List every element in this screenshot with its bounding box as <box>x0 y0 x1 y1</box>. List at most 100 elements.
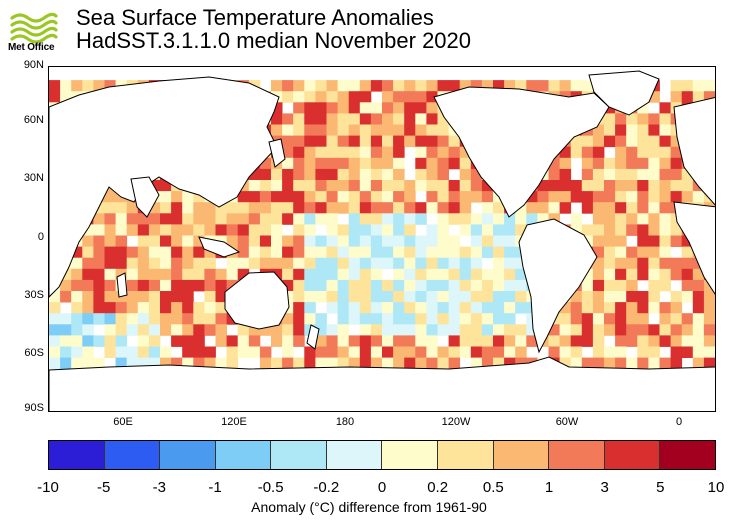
grid-cell <box>348 257 361 270</box>
grid-cell <box>348 357 361 370</box>
grid-cell <box>126 213 139 225</box>
grid-cell <box>570 324 583 336</box>
grid-cell <box>448 80 461 92</box>
grid-cell <box>326 146 338 159</box>
grid-cell <box>470 191 483 203</box>
grid-cell <box>115 335 128 347</box>
grid-cell <box>337 324 350 336</box>
grid-cell <box>171 335 183 347</box>
grid-cell <box>393 302 405 314</box>
grid-cell <box>448 213 461 225</box>
grid-cell <box>348 102 361 114</box>
grid-cell <box>104 235 116 247</box>
grid-cell <box>393 157 405 170</box>
new-zealand <box>306 324 320 350</box>
grid-cell <box>237 224 250 236</box>
grid-cell <box>426 246 438 259</box>
grid-cell <box>548 346 560 358</box>
grid-cell <box>637 168 649 181</box>
grid-cell <box>337 235 350 247</box>
grid-cell <box>160 357 172 370</box>
eurasia-africa <box>49 76 280 298</box>
grid-cell <box>515 335 527 347</box>
grid-cell <box>326 224 338 236</box>
grid-cell <box>248 168 261 181</box>
grid-cell <box>648 257 660 270</box>
grid-cell <box>570 135 583 148</box>
grid-cell <box>648 157 660 170</box>
grid-cell <box>592 213 605 225</box>
grid-cell <box>570 357 583 370</box>
grid-cell <box>282 146 294 159</box>
grid-cell <box>470 268 483 281</box>
grid-cell <box>315 168 327 181</box>
grid-cell <box>648 180 660 192</box>
grid-cell <box>282 335 294 347</box>
grid-cell <box>215 335 227 347</box>
grid-cell <box>193 246 205 259</box>
grid-cell <box>459 213 472 225</box>
grid-cell <box>659 224 671 236</box>
grid-cell <box>293 146 305 159</box>
grid-cell <box>271 257 283 270</box>
grid-cell <box>204 202 216 214</box>
grid-cell <box>626 224 638 236</box>
grid-cell <box>415 202 427 214</box>
grid-cell <box>148 235 161 247</box>
color-tick-label-9: 1 <box>544 479 554 496</box>
grid-cell <box>215 291 227 303</box>
grid-cell <box>415 102 427 114</box>
grid-cell <box>49 313 61 325</box>
grid-cell <box>382 102 394 114</box>
grid-cell <box>393 191 405 203</box>
grid-cell <box>82 313 94 325</box>
grid-cell <box>370 224 383 236</box>
grid-cell <box>115 357 128 370</box>
grid-cell <box>437 357 449 370</box>
grid-cell <box>93 213 105 225</box>
grid-cell <box>370 335 383 347</box>
grid-cell <box>304 102 316 114</box>
grid-cell <box>204 246 216 259</box>
grid-cell <box>259 357 272 370</box>
grid-cell <box>115 302 128 314</box>
grid-cell <box>404 246 416 259</box>
grid-cell <box>359 168 372 181</box>
grid-cell <box>659 102 671 114</box>
grid-cell <box>348 291 361 303</box>
grid-cell <box>437 180 449 192</box>
color-scale-caption: Anomaly (°C) difference from 1961-90 <box>251 499 487 515</box>
grid-cell <box>104 268 116 281</box>
grid-cell <box>715 358 716 370</box>
grid-cell <box>60 346 72 358</box>
grid-cell <box>615 135 627 148</box>
grid-cell <box>248 346 261 358</box>
color-swatch-2 <box>160 441 216 469</box>
grid-cell <box>337 202 350 214</box>
grid-cell <box>670 268 683 281</box>
grid-cell <box>393 113 405 125</box>
grid-cell <box>104 257 116 270</box>
grid-cell <box>348 224 361 236</box>
grid-cell <box>715 158 716 170</box>
grid-cell <box>49 91 61 103</box>
grid-cell <box>304 135 316 148</box>
grid-cell <box>237 202 250 214</box>
grid-cell <box>193 346 205 358</box>
grid-cell <box>470 324 483 336</box>
grid-cell <box>415 346 427 358</box>
grid-cell <box>315 324 327 336</box>
grid-cell <box>337 113 350 125</box>
grid-cell <box>703 335 715 347</box>
grid-cell <box>437 324 449 336</box>
grid-cell <box>504 313 516 325</box>
grid-cell <box>348 202 361 214</box>
grid-cell <box>504 302 516 314</box>
grid-cell <box>282 180 294 192</box>
grid-cell <box>193 202 205 214</box>
grid-cell <box>604 268 616 281</box>
grid-cell <box>515 302 527 314</box>
grid-cell <box>215 224 227 236</box>
grid-cell <box>259 257 272 270</box>
grid-cell <box>148 302 161 314</box>
